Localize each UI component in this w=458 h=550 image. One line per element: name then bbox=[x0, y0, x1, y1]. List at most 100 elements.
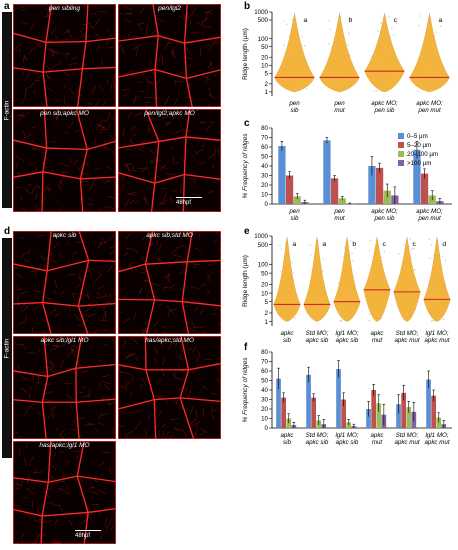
cell-boundary bbox=[46, 147, 88, 151]
ridge-texture bbox=[42, 351, 48, 357]
ridge-texture bbox=[53, 51, 59, 55]
ridge-texture bbox=[195, 21, 202, 26]
ridge-texture bbox=[131, 134, 137, 136]
violin-shape bbox=[333, 237, 361, 322]
ridge-texture bbox=[51, 232, 62, 238]
ridge-texture bbox=[53, 290, 57, 295]
data-point bbox=[439, 25, 442, 28]
ridge-texture bbox=[175, 72, 184, 76]
ridge-texture bbox=[182, 75, 185, 81]
ridge-texture bbox=[32, 168, 37, 176]
ridge-texture bbox=[112, 81, 116, 89]
cell-boundary bbox=[13, 171, 44, 178]
y-tick-label: 20 bbox=[261, 282, 268, 289]
cell-boundary bbox=[158, 35, 185, 44]
ridge-texture bbox=[31, 327, 34, 334]
bar bbox=[368, 166, 376, 204]
x-tick-label: Std MO; bbox=[306, 330, 329, 337]
ridge-texture bbox=[44, 296, 52, 300]
ridge-texture bbox=[50, 406, 56, 415]
ridge-texture bbox=[169, 197, 173, 204]
y-tick-label: 5 bbox=[265, 299, 269, 306]
ridge-texture bbox=[125, 12, 133, 15]
cell-boundary bbox=[47, 367, 77, 378]
ridge-texture bbox=[94, 274, 102, 282]
cell-boundary bbox=[40, 515, 43, 544]
cell-boundary bbox=[48, 475, 78, 483]
violin-shape bbox=[274, 13, 315, 93]
ridge-texture bbox=[13, 537, 15, 539]
ridge-texture bbox=[17, 6, 25, 9]
cell-boundary bbox=[42, 72, 48, 107]
ridge-texture bbox=[109, 134, 116, 141]
ridge-texture bbox=[58, 180, 63, 186]
ridge-texture bbox=[86, 103, 92, 105]
ridge-texture bbox=[107, 46, 116, 49]
x-tick-label: lgl1 MO; bbox=[425, 432, 448, 439]
cell-boundary bbox=[184, 36, 221, 44]
data-point bbox=[443, 318, 445, 321]
ridge-texture bbox=[98, 319, 108, 322]
ridge-texture bbox=[108, 518, 113, 526]
ridge-texture bbox=[167, 343, 173, 350]
ridge-texture bbox=[130, 137, 133, 143]
ridge-texture bbox=[174, 99, 178, 105]
ridge-texture bbox=[147, 82, 154, 84]
data-point bbox=[430, 244, 433, 246]
ridge-texture bbox=[36, 74, 44, 79]
ridge-texture bbox=[107, 265, 113, 272]
y-tick-label: 60 bbox=[261, 144, 268, 151]
cell-boundary bbox=[180, 336, 190, 370]
data-point bbox=[430, 320, 433, 322]
ridge-texture bbox=[31, 371, 35, 381]
data-point bbox=[417, 25, 420, 27]
ridge-texture bbox=[161, 430, 165, 439]
ridge-texture bbox=[17, 115, 23, 122]
data-point bbox=[339, 320, 341, 322]
ridge-texture bbox=[171, 253, 181, 258]
ridge-texture bbox=[28, 385, 33, 391]
ridge-texture bbox=[14, 487, 20, 490]
cell-boundary bbox=[87, 140, 116, 151]
ridge-texture bbox=[62, 52, 71, 55]
y-tick-label: 40 bbox=[261, 163, 268, 170]
ridge-texture bbox=[21, 539, 23, 544]
data-point bbox=[322, 270, 324, 272]
cell-boundary bbox=[88, 508, 116, 514]
ridge-texture bbox=[136, 356, 138, 362]
ridge-texture bbox=[31, 539, 36, 544]
x-tick-label: apkc mut bbox=[424, 337, 449, 344]
ridge-texture bbox=[18, 448, 21, 457]
x-tick-label: apkc MO; bbox=[416, 100, 443, 107]
ridge-texture bbox=[97, 292, 101, 296]
data-point bbox=[309, 269, 311, 271]
ridge-texture bbox=[157, 409, 163, 418]
ridge-texture bbox=[157, 17, 165, 23]
ridge-texture bbox=[101, 58, 103, 65]
ridge-texture bbox=[23, 130, 26, 137]
ridge-texture bbox=[185, 24, 189, 30]
data-point bbox=[419, 15, 421, 17]
ridge-texture bbox=[68, 87, 75, 95]
ridge-texture bbox=[16, 284, 21, 291]
ridge-texture bbox=[141, 71, 146, 76]
violin-shape bbox=[363, 237, 391, 322]
ridge-texture bbox=[71, 292, 79, 295]
ridge-texture bbox=[95, 18, 100, 26]
cell-boundary bbox=[118, 140, 159, 149]
ridge-texture bbox=[15, 43, 22, 49]
ridge-texture bbox=[29, 162, 35, 165]
x-tick-label: Std MO; bbox=[396, 330, 419, 337]
ridge-texture bbox=[81, 173, 91, 176]
y-tick-label: 10 bbox=[261, 290, 268, 297]
ridge-texture bbox=[73, 66, 76, 75]
ridge-texture bbox=[64, 131, 70, 134]
ridge-texture bbox=[55, 344, 60, 349]
ridge-texture bbox=[187, 15, 193, 24]
ridge-texture bbox=[37, 533, 44, 538]
cell-boundary bbox=[154, 299, 183, 303]
y-tick-label: 20 bbox=[261, 54, 268, 61]
cell-boundary bbox=[179, 369, 190, 399]
micrograph-caption: pen sibling bbox=[48, 5, 81, 12]
ridge-texture bbox=[51, 140, 58, 143]
